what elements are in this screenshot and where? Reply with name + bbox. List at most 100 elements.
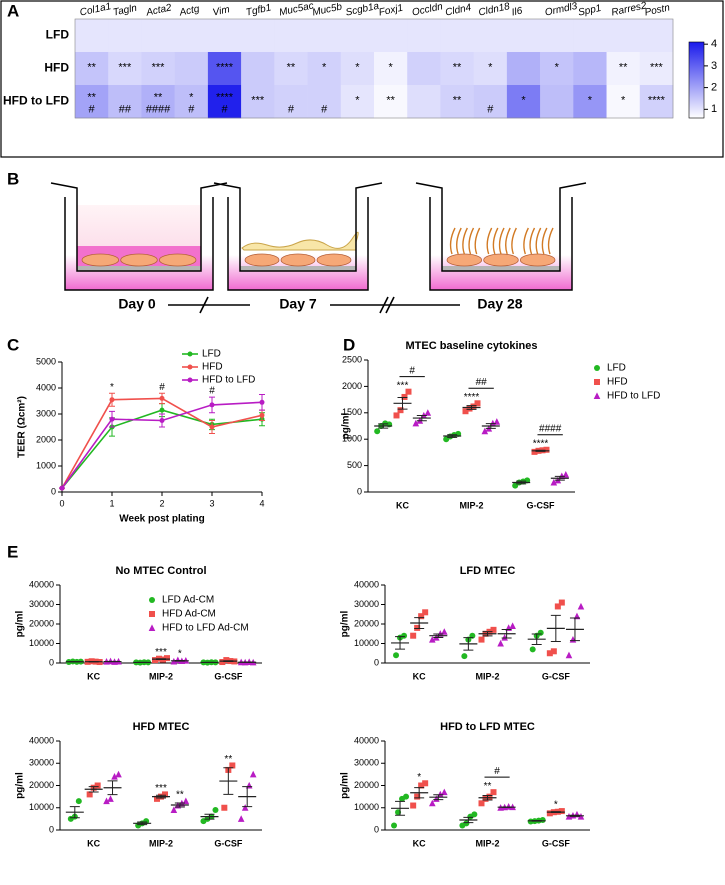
y-tick-label: 10000	[29, 638, 54, 648]
cilium	[523, 227, 529, 255]
significance-annotation: #	[209, 386, 215, 397]
data-point	[466, 405, 473, 412]
x-tick-label: 3	[209, 498, 214, 508]
panel-label: D	[343, 335, 355, 354]
data-point	[422, 609, 429, 616]
well-wall	[227, 197, 369, 291]
chart-title: HFD MTEC	[133, 721, 190, 733]
sem-bar	[156, 658, 166, 660]
y-axis-label: pg/ml	[340, 610, 351, 637]
epithelial-cell	[81, 253, 120, 267]
data-point	[422, 780, 429, 787]
data-point	[418, 782, 425, 789]
x-tick-label: MIP-2	[149, 838, 173, 848]
x-tick-label: 4	[259, 498, 264, 508]
heatmap-cell	[540, 19, 574, 53]
significance-stars: *	[388, 61, 393, 73]
data-point	[111, 773, 118, 780]
epithelial-cell	[120, 253, 158, 267]
membrane	[77, 266, 201, 271]
sem-bar	[395, 800, 406, 816]
insert-wall	[415, 182, 587, 272]
significance-hashes: #	[487, 103, 494, 115]
data-point	[164, 655, 170, 662]
membrane	[240, 266, 356, 271]
legend-label: LFD	[607, 363, 626, 374]
y-tick-label: 30000	[29, 758, 54, 768]
data-point	[486, 793, 493, 800]
cilium	[492, 227, 499, 255]
data-point	[237, 815, 245, 822]
legend-marker	[149, 597, 155, 603]
mucus-layer	[241, 231, 359, 251]
y-tick-label: 2000	[36, 434, 56, 444]
heatmap-cell	[274, 19, 308, 53]
data-point	[249, 770, 257, 778]
data-point	[424, 409, 432, 416]
data-point	[429, 636, 436, 643]
y-axis-label: pg/ml	[340, 772, 351, 799]
y-tick-label: 40000	[29, 735, 54, 745]
timeline-break	[199, 296, 209, 314]
data-point	[401, 393, 408, 400]
x-tick-label: MIP-2	[149, 671, 173, 681]
significance-stars: *	[488, 61, 493, 73]
heatmap-cell	[606, 85, 641, 119]
heatmap-cell	[473, 85, 508, 119]
y-tick-label: 2000	[342, 381, 362, 391]
sem-bar	[414, 787, 425, 799]
data-point	[154, 795, 160, 802]
heatmap-cell	[440, 52, 474, 86]
significance-stars: *	[521, 94, 526, 106]
cilium	[541, 227, 548, 255]
sem-bar	[242, 786, 253, 808]
y-axis-label: pg/ml	[341, 412, 352, 439]
comparison-annotation: ####	[539, 423, 562, 434]
sem-bar	[447, 434, 458, 438]
gene-label: Muc5b	[311, 1, 343, 18]
gene-label: Actg	[178, 4, 201, 19]
data-point	[75, 798, 82, 805]
significance-annotation: #	[159, 382, 165, 393]
point	[259, 399, 265, 405]
data-point	[182, 797, 190, 805]
heatmap-frame	[74, 18, 674, 119]
legend-marker	[149, 611, 155, 617]
insert-wall	[50, 182, 228, 272]
data-point	[441, 788, 448, 796]
x-tick-label: KC	[396, 500, 409, 510]
sem-bar	[397, 396, 408, 410]
heatmap-cell	[506, 85, 541, 119]
sem-bar	[107, 780, 118, 796]
panel-a-frame	[0, 0, 724, 158]
heatmap-cell	[340, 19, 375, 53]
cilium	[456, 227, 462, 255]
significance-annotation: *	[178, 649, 182, 660]
colorbar-tick-label: 4	[711, 38, 717, 50]
x-tick-label: KC	[413, 671, 426, 681]
x-tick-label: G-CSF	[542, 838, 571, 848]
sem-bar	[485, 423, 496, 429]
legend-label: LFD Ad-CM	[162, 595, 214, 606]
data-point	[391, 822, 398, 829]
data-point	[393, 412, 400, 419]
data-point	[478, 636, 485, 643]
data-point	[405, 388, 412, 395]
legend-label: HFD to LFD	[202, 375, 255, 386]
point	[259, 412, 265, 418]
point	[209, 424, 215, 430]
x-tick-label: 0	[59, 498, 64, 508]
sem-bar	[395, 636, 406, 650]
data-point	[241, 804, 249, 811]
data-point	[474, 400, 481, 407]
data-point	[490, 626, 497, 633]
panel-label: B	[7, 169, 19, 188]
y-tick-label: 20000	[29, 618, 54, 628]
sem-bar	[433, 633, 444, 638]
heatmap-cell	[540, 52, 574, 86]
point	[209, 402, 215, 408]
sem-bar	[569, 814, 580, 817]
heatmap-cell	[241, 52, 275, 86]
sem-bar	[550, 811, 561, 814]
sem-bar	[531, 819, 542, 822]
